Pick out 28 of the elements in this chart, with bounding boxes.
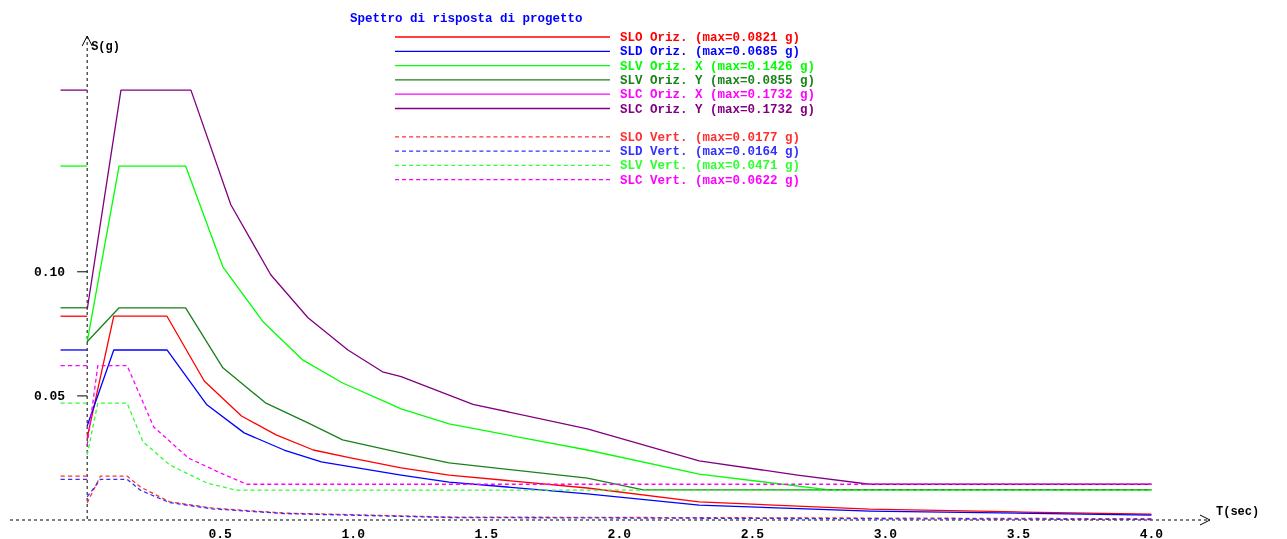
line-series [86, 307, 1153, 491]
text: SLC Vert. (max=0.0622 g) [620, 173, 801, 188]
x-tick-label: 3.0 [873, 527, 898, 539]
text: SLO Vert. (max=0.0177 g) [620, 130, 801, 145]
chart-title: Spettro di risposta di progetto [350, 12, 583, 26]
line-series [86, 402, 1153, 491]
x-tick-label: 2.0 [607, 527, 632, 539]
y-axis-title: S(g) [91, 40, 120, 54]
x-axis-title: T(sec) [1216, 505, 1260, 519]
y-tick-label: 0.10 [33, 264, 66, 280]
text: SLV Oriz. X (max=0.1426 g) [620, 59, 816, 74]
line-series [86, 349, 1153, 516]
line-series [86, 315, 1153, 515]
legend-label: SLC Oriz. X (max=0.1732 g) [620, 88, 816, 103]
text: SLO Oriz. (max=0.0821 g) [620, 31, 801, 45]
text: SLV Vert. (max=0.0471 g) [620, 159, 801, 174]
x-tick-label: 4.0 [1139, 527, 1164, 539]
text: SLD Vert. (max=0.0164 g) [620, 145, 801, 160]
text: SLC Oriz. Y (max=0.1732 g) [620, 102, 816, 117]
x-tick-label: 0.5 [208, 527, 233, 539]
x-tick-label: 3.5 [1006, 527, 1031, 539]
y-tick-label: 0.05 [33, 388, 66, 404]
x-tick-label: 2.5 [740, 527, 765, 539]
x-tick-label: 1.0 [341, 527, 366, 539]
line-series [86, 364, 1153, 485]
text: SLD Oriz. (max=0.0685 g) [620, 45, 801, 60]
x-tick-label: 1.5 [474, 527, 499, 539]
text: SLV Oriz. Y (max=0.0855 g) [620, 73, 816, 88]
